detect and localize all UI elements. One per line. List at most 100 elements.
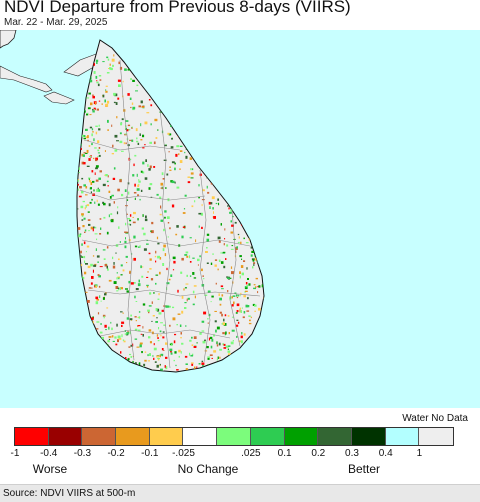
ndvi-pixel bbox=[88, 92, 91, 95]
ndvi-pixel bbox=[80, 205, 84, 209]
ndvi-pixel bbox=[81, 213, 84, 216]
ndvi-pixel bbox=[233, 178, 236, 181]
ndvi-pixel bbox=[182, 226, 186, 228]
ndvi-pixel bbox=[160, 187, 163, 189]
ndvi-pixel bbox=[238, 202, 241, 206]
ndvi-pixel bbox=[247, 194, 249, 196]
ndvi-pixel bbox=[151, 320, 153, 322]
ndvi-pixel bbox=[236, 246, 238, 249]
ndvi-pixel bbox=[77, 188, 79, 191]
ndvi-pixel bbox=[251, 221, 255, 225]
ndvi-pixel bbox=[95, 296, 99, 300]
ndvi-pixel bbox=[247, 89, 251, 91]
ndvi-pixel bbox=[216, 71, 218, 73]
ndvi-pixel bbox=[140, 100, 143, 104]
ndvi-pixel bbox=[97, 203, 100, 206]
ndvi-pixel bbox=[108, 68, 110, 69]
ndvi-pixel bbox=[154, 255, 157, 258]
ndvi-pixel bbox=[252, 46, 254, 50]
ndvi-pixel bbox=[121, 193, 124, 197]
ndvi-pixel bbox=[127, 182, 130, 185]
ndvi-pixel bbox=[257, 63, 260, 67]
ndvi-pixel bbox=[238, 172, 240, 176]
ndvi-pixel bbox=[79, 233, 82, 235]
ndvi-pixel bbox=[160, 334, 162, 337]
ndvi-pixel bbox=[148, 187, 151, 190]
ndvi-pixel bbox=[208, 149, 212, 153]
ndvi-pixel bbox=[223, 347, 227, 349]
ndvi-pixel bbox=[114, 93, 118, 97]
ndvi-pixel bbox=[126, 332, 129, 335]
ndvi-pixel bbox=[95, 131, 98, 135]
ndvi-pixel bbox=[255, 286, 257, 289]
ndvi-pixel bbox=[137, 218, 139, 221]
ndvi-pixel bbox=[183, 85, 187, 87]
ndvi-pixel bbox=[240, 292, 242, 295]
ndvi-pixel bbox=[263, 140, 264, 143]
ndvi-pixel bbox=[230, 150, 233, 153]
ndvi-pixel bbox=[240, 139, 242, 141]
ndvi-pixel bbox=[255, 341, 259, 343]
ndvi-pixel bbox=[108, 338, 111, 340]
ndvi-pixel bbox=[231, 296, 233, 299]
ndvi-pixel bbox=[161, 309, 165, 312]
ndvi-pixel bbox=[226, 276, 229, 278]
ndvi-pixel bbox=[80, 111, 82, 114]
ndvi-pixel bbox=[201, 81, 204, 84]
ndvi-pixel bbox=[92, 180, 95, 183]
ndvi-pixel bbox=[171, 59, 173, 61]
ndvi-pixel bbox=[113, 167, 116, 170]
ndvi-pixel bbox=[113, 356, 117, 358]
ndvi-pixel bbox=[171, 58, 174, 60]
ndvi-pixel bbox=[184, 52, 186, 56]
ndvi-pixel bbox=[125, 125, 127, 128]
ndvi-pixel bbox=[206, 123, 209, 126]
ndvi-pixel bbox=[227, 56, 229, 59]
ndvi-pixel bbox=[168, 278, 171, 281]
ndvi-pixel bbox=[99, 266, 103, 268]
ndvi-pixel bbox=[106, 246, 109, 249]
page-title: NDVI Departure from Previous 8-days (VII… bbox=[4, 0, 351, 16]
ndvi-pixel bbox=[79, 96, 83, 99]
ndvi-pixel bbox=[129, 139, 132, 141]
ndvi-pixel bbox=[230, 231, 234, 234]
ndvi-pixel bbox=[137, 194, 139, 197]
ndvi-pixel bbox=[119, 287, 121, 291]
ndvi-pixel bbox=[79, 305, 81, 309]
ndvi-pixel bbox=[159, 196, 162, 200]
ndvi-pixel bbox=[222, 343, 224, 346]
ndvi-pixel bbox=[228, 51, 232, 54]
ndvi-pixel bbox=[192, 272, 195, 275]
ndvi-pixel bbox=[178, 244, 181, 247]
ndvi-pixel bbox=[144, 373, 146, 374]
ndvi-pixel bbox=[139, 133, 141, 136]
ndvi-pixel bbox=[243, 260, 246, 262]
ndvi-pixel bbox=[228, 374, 230, 377]
ndvi-pixel bbox=[107, 363, 110, 367]
ndvi-pixel bbox=[128, 346, 131, 348]
ndvi-pixel bbox=[153, 343, 155, 346]
ndvi-pixel bbox=[211, 196, 215, 200]
ndvi-pixel bbox=[97, 189, 101, 192]
ndvi-pixel bbox=[236, 297, 239, 299]
ndvi-pixel bbox=[169, 324, 171, 327]
ndvi-pixel bbox=[149, 341, 152, 344]
ndvi-pixel bbox=[124, 231, 127, 233]
ndvi-pixel bbox=[235, 109, 238, 111]
ndvi-pixel bbox=[105, 90, 108, 93]
ndvi-pixel bbox=[171, 180, 175, 184]
ndvi-pixel bbox=[174, 333, 177, 336]
ndvi-pixel bbox=[117, 276, 120, 278]
ndvi-pixel bbox=[265, 223, 266, 224]
ndvi-pixel bbox=[209, 336, 213, 339]
ndvi-pixel bbox=[209, 177, 212, 179]
ndvi-pixel bbox=[207, 191, 210, 194]
ndvi-pixel bbox=[147, 360, 150, 362]
ndvi-pixel bbox=[79, 77, 81, 80]
ndvi-pixel bbox=[88, 145, 91, 147]
ndvi-pixel bbox=[114, 336, 117, 339]
ndvi-pixel bbox=[191, 362, 194, 364]
ndvi-pixel bbox=[106, 231, 109, 235]
ndvi-pixel bbox=[156, 308, 160, 312]
ndvi-pixel bbox=[234, 370, 237, 372]
